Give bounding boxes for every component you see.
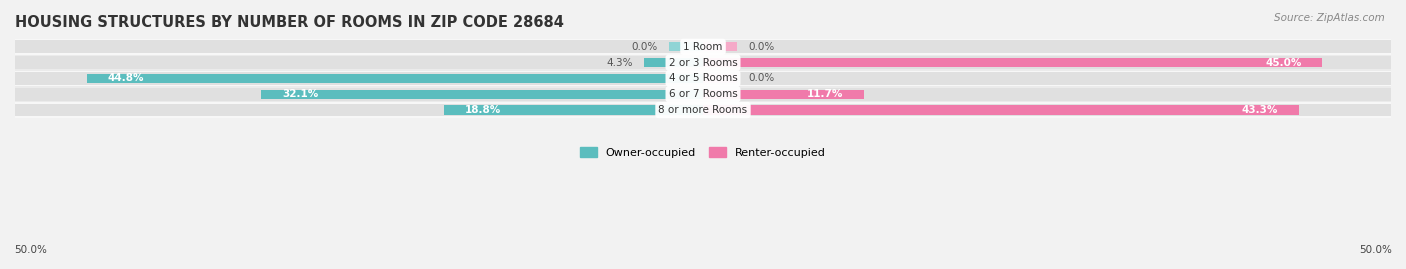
Bar (87, 74, 703, 83)
Bar (703, 74, 737, 83)
Bar (669, 42, 703, 51)
Text: 0.0%: 0.0% (748, 73, 775, 83)
Text: 45.0%: 45.0% (1265, 58, 1302, 68)
Bar (15, 72, 703, 85)
Text: 4 or 5 Rooms: 4 or 5 Rooms (669, 73, 737, 83)
Text: 18.8%: 18.8% (465, 105, 501, 115)
Legend: Owner-occupied, Renter-occupied: Owner-occupied, Renter-occupied (581, 147, 825, 158)
Text: 50.0%: 50.0% (1360, 245, 1392, 255)
Bar (703, 72, 1391, 85)
Text: 8 or more Rooms: 8 or more Rooms (658, 105, 748, 115)
Bar (644, 58, 703, 67)
Bar (15, 102, 1391, 118)
Bar (703, 105, 1299, 115)
Text: 0.0%: 0.0% (631, 42, 658, 52)
Bar (703, 104, 1391, 116)
Bar (703, 88, 1391, 101)
Text: HOUSING STRUCTURES BY NUMBER OF ROOMS IN ZIP CODE 28684: HOUSING STRUCTURES BY NUMBER OF ROOMS IN… (15, 15, 564, 30)
Bar (703, 90, 865, 99)
Text: Source: ZipAtlas.com: Source: ZipAtlas.com (1274, 13, 1385, 23)
Bar (15, 104, 703, 116)
Bar (15, 86, 1391, 102)
Bar (15, 56, 703, 69)
Text: 6 or 7 Rooms: 6 or 7 Rooms (669, 89, 737, 99)
Text: 43.3%: 43.3% (1241, 105, 1278, 115)
Bar (15, 88, 703, 101)
Bar (444, 105, 703, 115)
Text: 0.0%: 0.0% (748, 42, 775, 52)
Text: 44.8%: 44.8% (107, 73, 143, 83)
Bar (703, 42, 737, 51)
Text: 1 Room: 1 Room (683, 42, 723, 52)
Bar (15, 39, 1391, 55)
Text: 11.7%: 11.7% (807, 89, 844, 99)
Bar (703, 56, 1391, 69)
Bar (15, 70, 1391, 86)
Text: 2 or 3 Rooms: 2 or 3 Rooms (669, 58, 737, 68)
Bar (15, 55, 1391, 70)
Text: 4.3%: 4.3% (606, 58, 633, 68)
Text: 32.1%: 32.1% (283, 89, 318, 99)
Bar (703, 58, 1322, 67)
Bar (15, 40, 703, 53)
Text: 50.0%: 50.0% (14, 245, 46, 255)
Bar (703, 40, 1391, 53)
Bar (262, 90, 703, 99)
